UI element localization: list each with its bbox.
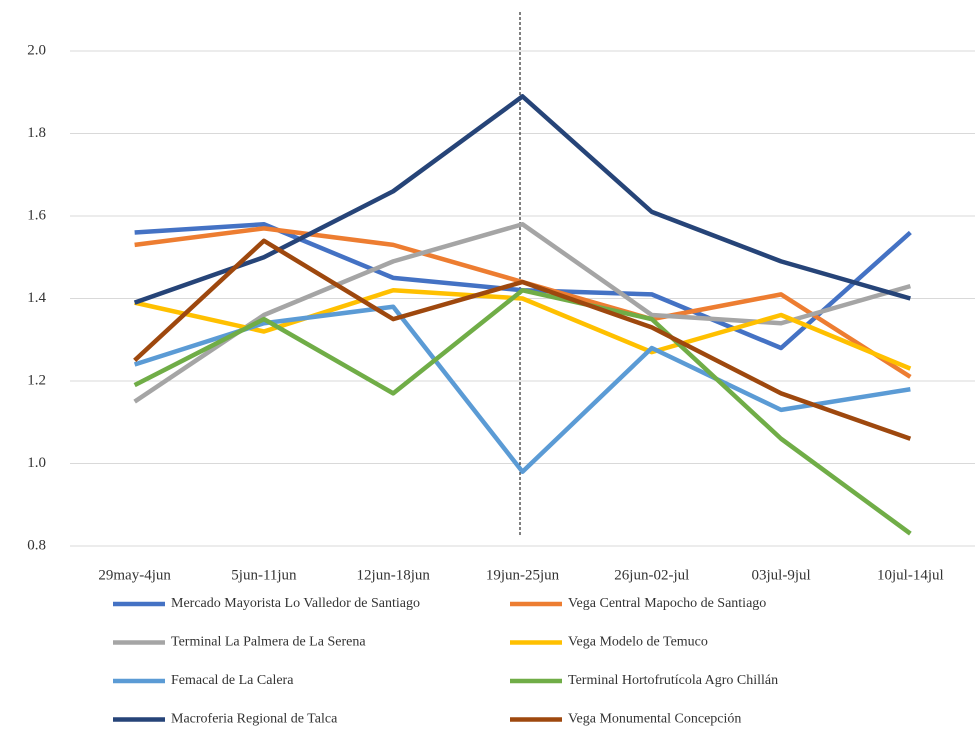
y-tick-label: 2.0 bbox=[27, 42, 46, 58]
y-tick-label: 1.2 bbox=[27, 372, 46, 388]
x-tick-label: 03jul-9jul bbox=[751, 567, 810, 583]
x-tick-label: 12jun-18jun bbox=[357, 567, 431, 583]
legend-label: Terminal La Palmera de La Serena bbox=[171, 635, 366, 650]
series-line bbox=[134, 288, 912, 371]
x-tick-label: 29may-4jun bbox=[98, 567, 171, 583]
y-tick-label: 1.8 bbox=[27, 125, 46, 141]
y-tick-label: 1.4 bbox=[27, 290, 46, 306]
y-tick-label: 1.0 bbox=[27, 455, 46, 471]
x-tick-label: 26jun-02-jul bbox=[614, 567, 689, 583]
y-tick-label: 1.6 bbox=[27, 207, 46, 223]
x-tick-label: 19jun-25jun bbox=[486, 567, 560, 583]
legend-label: Vega Central Mapocho de Santiago bbox=[568, 596, 766, 611]
series-line bbox=[133, 304, 911, 474]
series-line bbox=[133, 288, 912, 536]
series-line bbox=[133, 94, 911, 305]
legend-label: Terminal Hortofrutícola Agro Chillán bbox=[568, 673, 778, 688]
legend-label: Vega Monumental Concepción bbox=[568, 712, 741, 727]
legend-label: Vega Modelo de Temuco bbox=[568, 635, 708, 650]
x-tick-label: 10jul-14jul bbox=[877, 567, 944, 583]
series-line bbox=[133, 238, 912, 441]
y-tick-label: 0.8 bbox=[27, 537, 46, 553]
legend-label: Mercado Mayorista Lo Valledor de Santiag… bbox=[171, 596, 420, 611]
legend: Mercado Mayorista Lo Valledor de Santiag… bbox=[113, 596, 778, 727]
grid bbox=[70, 50, 975, 547]
series-line bbox=[133, 222, 911, 404]
legend-label: Macroferia Regional de Talca bbox=[171, 712, 338, 727]
x-tick-label: 5jun-11jun bbox=[231, 567, 297, 583]
legend-label: Femacal de La Calera bbox=[171, 673, 294, 688]
